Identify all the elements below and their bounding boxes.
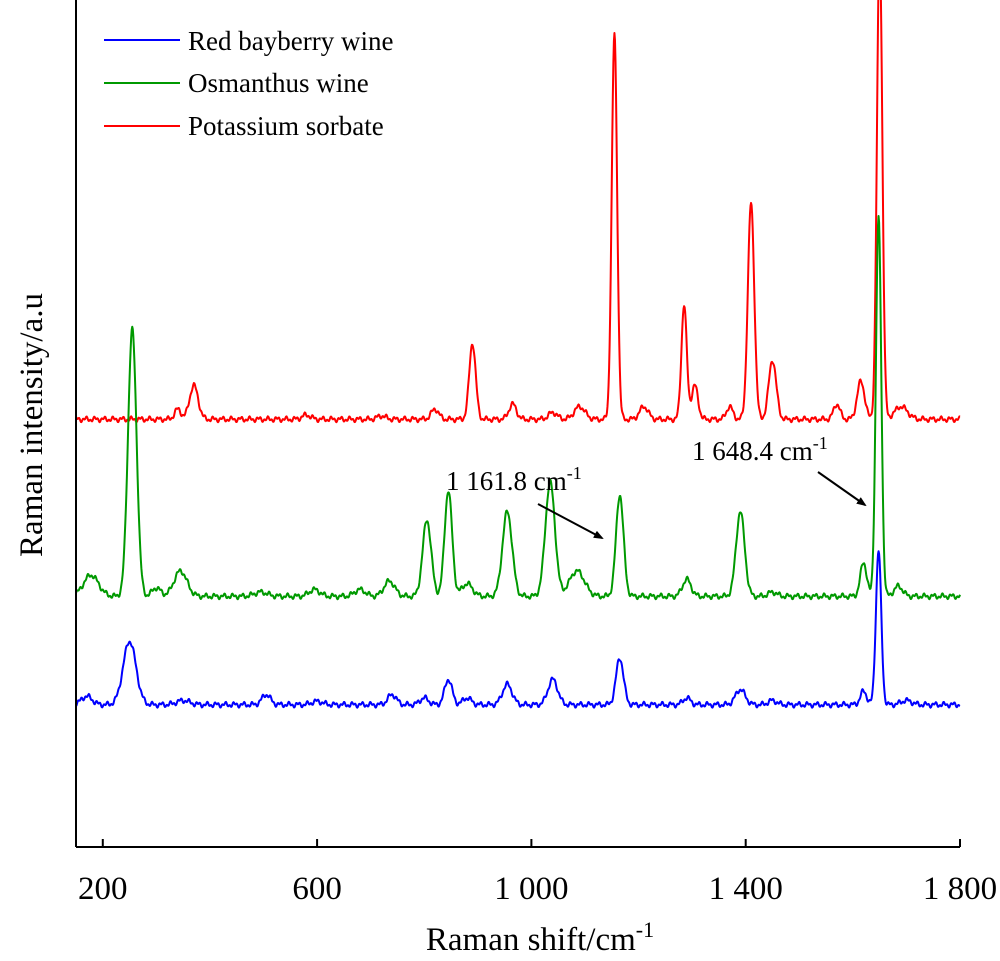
legend-item-potassium-sorbate: Potassium sorbate (104, 111, 384, 141)
legend-label: Red bayberry wine (188, 26, 393, 56)
legend-item-osmanthus-wine: Osmanthus wine (104, 68, 369, 98)
legend-label: Osmanthus wine (188, 68, 369, 98)
legend-label: Potassium sorbate (188, 111, 384, 141)
annotation-superscript: -1 (813, 433, 828, 453)
annotation-label: 1 161.8 cm-1 (446, 463, 582, 496)
series-line-red-bayberry-wine (75, 550, 961, 709)
series-lines (75, 0, 961, 709)
x-tick-label: 1 000 (494, 871, 568, 907)
series-line-osmanthus-wine (75, 215, 961, 601)
annotation-text: 1 161.8 cm (446, 466, 567, 496)
series-line-potassium-sorbate (75, 0, 961, 424)
annotation-arrow (537, 503, 604, 539)
x-axis-label-superscript: -1 (636, 917, 654, 942)
x-tick-label: 1 800 (923, 871, 997, 907)
x-axis-label: Raman shift/cm-1 (426, 917, 654, 958)
annotation-superscript: -1 (567, 463, 582, 483)
annotation-label: 1 648.4 cm-1 (692, 433, 828, 466)
annotation-1161: 1 161.8 cm-1 (446, 463, 604, 539)
y-axis-label: Raman intensity/a.u (14, 293, 50, 557)
x-tick-label: 600 (292, 871, 342, 907)
x-tick-label: 200 (78, 871, 128, 907)
x-axis-label-text: Raman shift/cm (426, 922, 636, 958)
annotation-text: 1 648.4 cm (692, 436, 813, 466)
annotation-1648: 1 648.4 cm-1 (692, 433, 867, 507)
legend-item-red-bayberry-wine: Red bayberry wine (104, 26, 393, 56)
legend: Red bayberry wine Osmanthus wine Potassi… (104, 26, 393, 141)
x-ticks: 200 600 1 000 1 400 1 800 (78, 839, 997, 907)
x-tick-label: 1 400 (709, 871, 783, 907)
annotation-arrow (817, 471, 867, 507)
